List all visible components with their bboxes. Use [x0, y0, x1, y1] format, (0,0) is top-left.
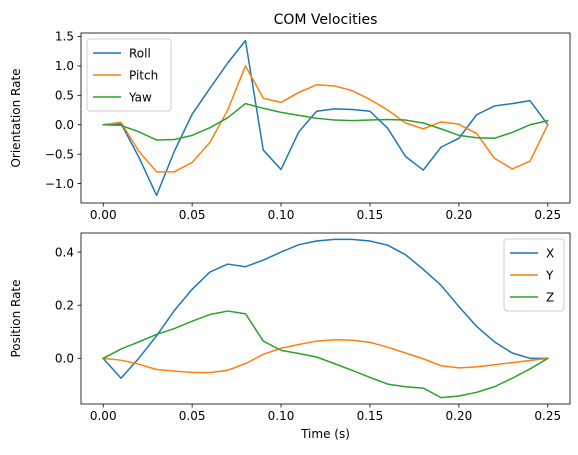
orientation-rate-panel: 0.00 0.05 0.10 0.15 0.20 0.25 −1.0 −0.5 0.0 0.5 1.… — [9, 12, 571, 222]
chart-title: COM Velocities — [274, 12, 378, 28]
series-line-x — [102, 238, 549, 379]
x-tick-label: 0.25 — [534, 409, 561, 423]
y-tick-label: 0.2 — [55, 298, 74, 312]
y-tick-label: −0.5 — [45, 147, 74, 161]
y-axis-label: Orientation Rate — [9, 68, 23, 167]
y-tick-label: 1.5 — [55, 30, 74, 44]
x-tick-label: 0.05 — [179, 208, 206, 222]
series-group — [102, 39, 549, 197]
y-axis-label: Position Rate — [9, 279, 23, 357]
x-tick-label: 0.20 — [446, 409, 473, 423]
x-tick-label: 0.10 — [268, 208, 295, 222]
y-tick-label: 0.4 — [55, 245, 74, 259]
axes-frame — [80, 232, 571, 405]
y-tick-label: 0.5 — [55, 89, 74, 103]
legend-label-x: X — [546, 247, 554, 261]
legend-label-z: Z — [546, 291, 554, 305]
x-tick-label: 0.15 — [357, 208, 384, 222]
series-group — [102, 238, 549, 399]
legend-box — [86, 38, 172, 112]
position-rate-panel: 0.00 0.05 0.10 0.15 0.20 0.25 0.0 0.2 0.4 Positio… — [9, 232, 571, 441]
x-tick-label: 0.00 — [90, 409, 117, 423]
axes-frame — [80, 32, 571, 204]
series-line-yaw — [102, 102, 549, 141]
series-line-roll — [102, 39, 549, 197]
x-tick-label: 0.10 — [268, 409, 295, 423]
x-tick-label: 0.05 — [179, 409, 206, 423]
x-tick-label: 0.25 — [534, 208, 561, 222]
y-tick-label: −1.0 — [45, 177, 74, 191]
legend: XYZ — [503, 238, 565, 312]
x-tick-label: 0.20 — [446, 208, 473, 222]
x-tick-label: 0.15 — [357, 409, 384, 423]
x-tick-label: 0.00 — [90, 208, 117, 222]
y-tick-label: 1.0 — [55, 59, 74, 73]
series-line-pitch — [102, 65, 549, 173]
y-tick-label: 0.0 — [55, 118, 74, 132]
legend-label-roll: Roll — [129, 47, 151, 61]
series-line-y — [102, 338, 549, 374]
series-line-z — [102, 310, 549, 399]
legend: Roll Pitch Yaw — [86, 38, 172, 112]
y-tick-label: 0.0 — [55, 352, 74, 366]
legend-label-pitch: Pitch — [129, 69, 158, 83]
x-axis-label: Time (s) — [300, 427, 350, 441]
legend-label-y: Y — [545, 269, 554, 283]
legend-label-yaw: Yaw — [128, 91, 152, 105]
